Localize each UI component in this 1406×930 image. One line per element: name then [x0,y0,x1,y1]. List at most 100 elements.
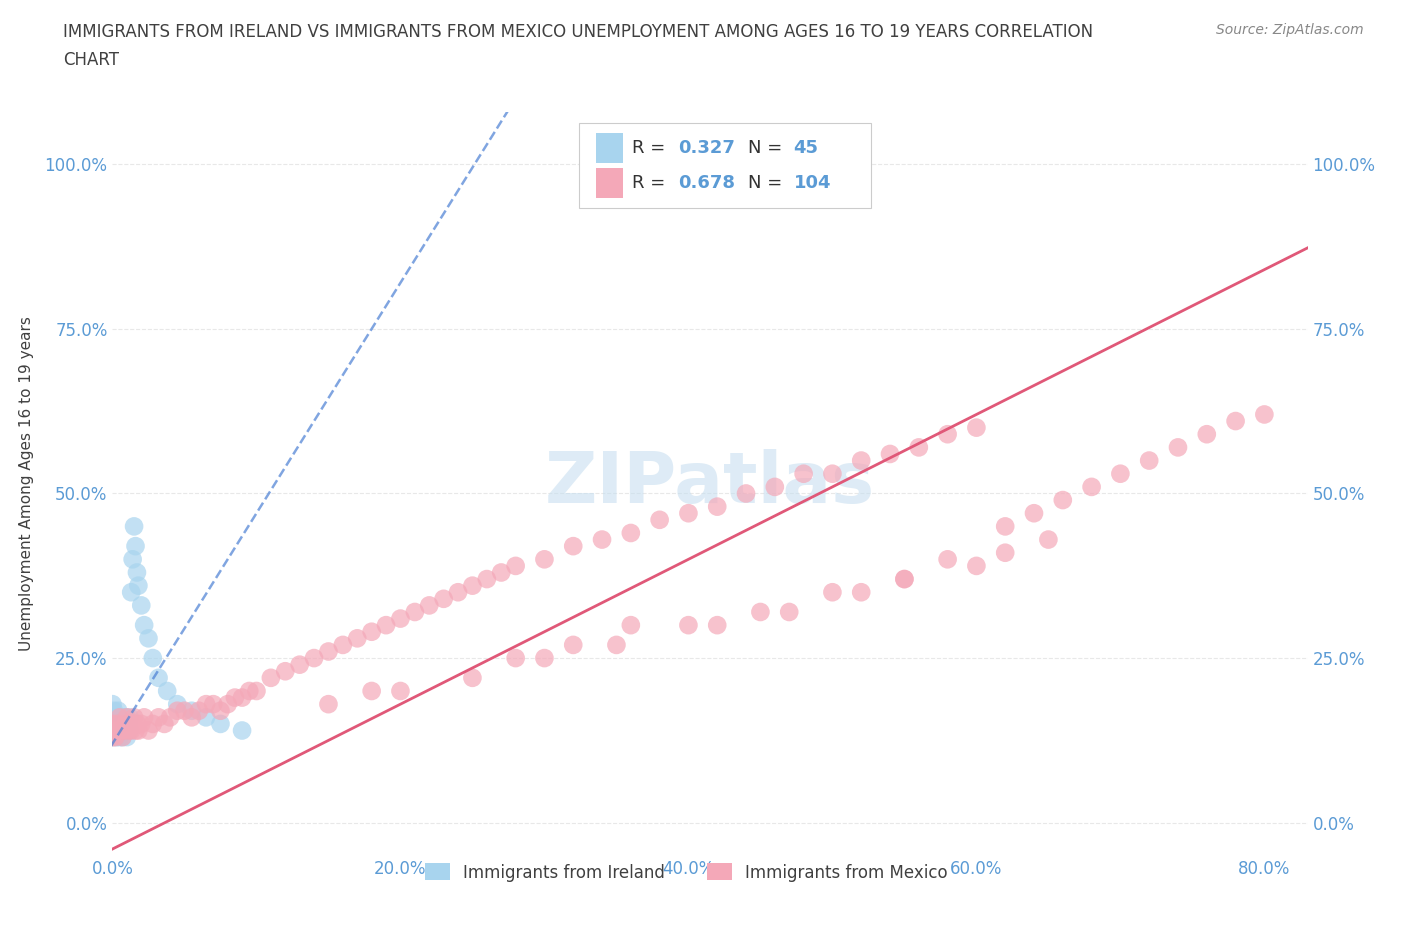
Point [302,651,325,666]
Text: N =: N = [748,174,789,192]
Point [195,710,218,724]
Point [107,703,129,718]
Point [1195,427,1218,442]
Point [1109,466,1132,481]
Point [851,453,873,468]
Point [110,723,132,737]
Point [134,618,156,632]
FancyBboxPatch shape [579,123,872,208]
Point [104,730,127,745]
Point [114,723,136,737]
Point [103,723,125,737]
Point [105,716,128,731]
Point [105,730,128,745]
Point [1137,453,1160,468]
Point [389,611,412,626]
Point [562,538,585,553]
Point [148,671,170,685]
Point [851,585,873,600]
Text: 104: 104 [794,174,831,192]
Point [678,506,700,521]
Point [375,618,398,632]
Point [138,631,160,645]
Point [121,551,143,566]
Point [533,551,555,566]
Point [562,637,585,652]
Point [120,585,142,600]
Point [461,671,484,685]
Point [217,697,239,711]
Point [1080,480,1102,495]
Point [778,604,800,619]
Point [620,525,643,540]
Point [129,716,152,731]
Text: R =: R = [633,174,671,192]
Point [245,684,267,698]
Point [404,604,426,619]
Point [318,697,340,711]
Point [114,710,136,724]
Point [101,710,124,724]
Point [103,730,125,745]
Point [110,723,132,737]
Text: N =: N = [748,140,789,157]
Point [447,585,470,600]
Point [104,723,127,737]
Text: CHART: CHART [63,51,120,69]
Point [893,572,915,587]
Text: 0.678: 0.678 [678,174,735,192]
Point [125,565,148,580]
Point [129,598,152,613]
Point [118,716,141,731]
Point [389,684,412,698]
Point [180,703,202,718]
Point [111,730,134,745]
Point [111,710,134,724]
Point [121,716,143,731]
Point [108,710,131,724]
Point [678,618,700,632]
Point [104,710,127,724]
Point [115,730,138,745]
Point [112,723,135,737]
Text: IMMIGRANTS FROM IRELAND VS IMMIGRANTS FROM MEXICO UNEMPLOYMENT AMONG AGES 16 TO : IMMIGRANTS FROM IRELAND VS IMMIGRANTS FR… [63,23,1094,41]
Point [122,519,145,534]
Point [475,572,498,587]
Point [107,723,129,737]
Text: ZIPatlas: ZIPatlas [546,449,875,518]
Point [1022,506,1045,521]
Point [491,565,513,580]
Point [159,710,181,724]
Point [107,723,129,737]
Point [127,578,149,593]
Point [533,651,555,666]
Point [101,723,124,737]
Point [418,598,440,613]
Point [793,466,815,481]
Point [260,671,283,685]
Point [893,572,915,587]
FancyBboxPatch shape [596,134,623,164]
Point [114,716,136,731]
Point [648,512,671,527]
Point [965,558,987,573]
Point [706,499,728,514]
Point [127,723,149,737]
Point [195,697,218,711]
Point [994,519,1017,534]
Point [108,716,131,731]
Point [209,716,232,731]
Point [591,532,613,547]
Point [821,466,844,481]
Text: R =: R = [633,140,671,157]
Point [202,697,225,711]
Point [994,545,1017,560]
Legend: Immigrants from Ireland, Immigrants from Mexico: Immigrants from Ireland, Immigrants from… [418,857,955,888]
Point [142,651,165,666]
Point [111,730,134,745]
Point [1038,532,1060,547]
Point [117,723,139,737]
Point [620,618,643,632]
Point [110,716,132,731]
Point [115,710,138,724]
